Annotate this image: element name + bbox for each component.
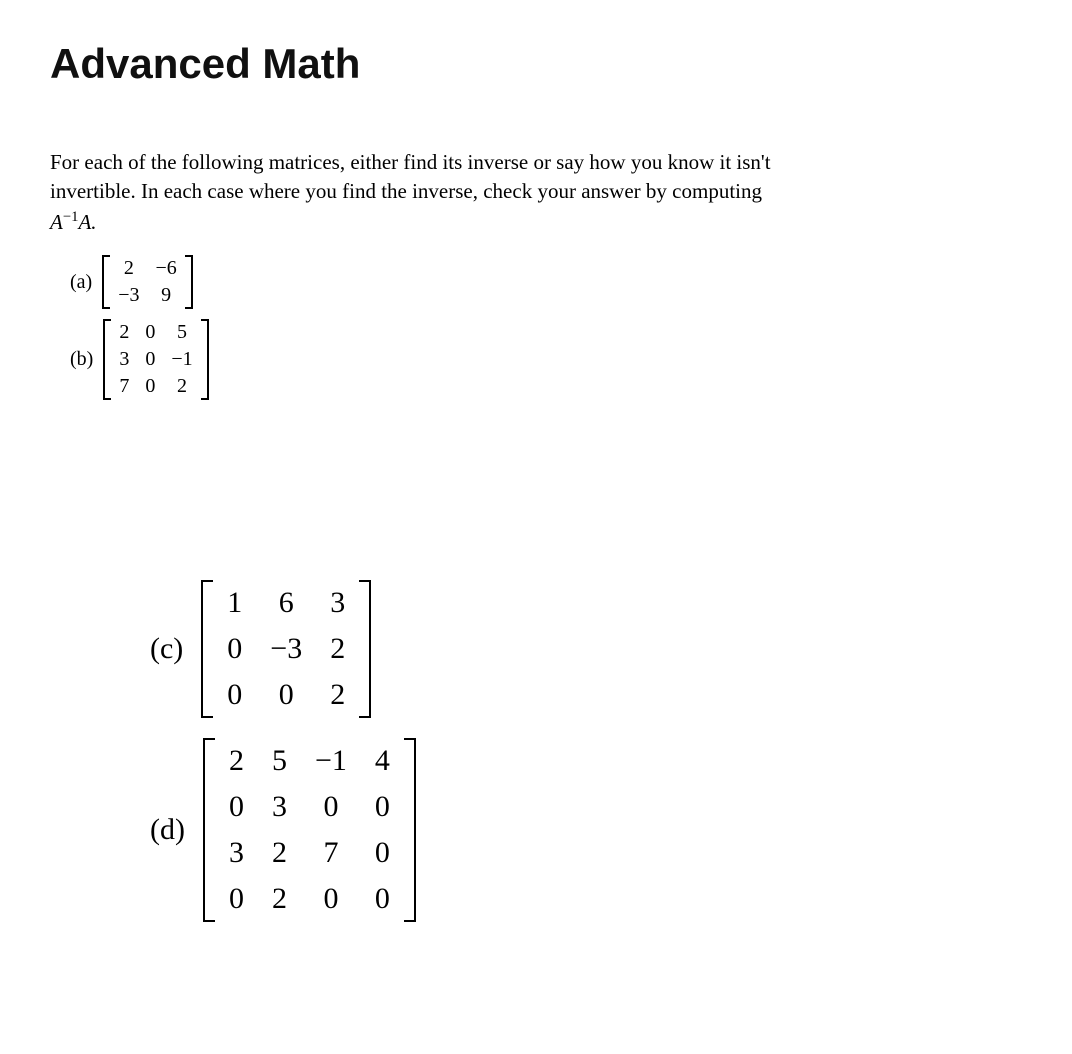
matrix-row: 163 xyxy=(213,580,359,626)
matrix-cell: 2 xyxy=(316,672,359,718)
matrix-row: −39 xyxy=(110,282,185,309)
matrix-cell: 2 xyxy=(258,830,301,876)
matrix-row: 702 xyxy=(111,373,200,400)
matrix-cell: −3 xyxy=(256,626,316,672)
matrix-cell: 7 xyxy=(301,830,361,876)
matrix-body: 20530−1702 xyxy=(111,319,200,400)
matrix-body: 1630−32002 xyxy=(213,580,359,718)
matrix-row: 205 xyxy=(111,319,200,346)
bracket-right xyxy=(404,738,416,922)
part-label: (a) xyxy=(70,271,92,294)
matrix-row: 3270 xyxy=(215,830,404,876)
matrix-cell: 0 xyxy=(361,784,404,830)
problem-expr-A2: A. xyxy=(78,210,96,234)
matrix-cell: 3 xyxy=(258,784,301,830)
matrix-cell: 2 xyxy=(316,626,359,672)
matrix-cell: 5 xyxy=(163,319,200,346)
matrix-row: 0300 xyxy=(215,784,404,830)
matrix-cell: 0 xyxy=(301,876,361,922)
matrix-cell: 0 xyxy=(137,319,163,346)
matrix-cell: 9 xyxy=(147,282,184,309)
matrix-body: 2−6−39 xyxy=(110,255,185,309)
part-row: (a) 2−6−39 xyxy=(70,255,1022,309)
matrix-row: 25−14 xyxy=(215,738,404,784)
problem-line2: invertible. In each case where you find … xyxy=(50,179,762,203)
problem-expr-A1: A xyxy=(50,210,63,234)
problem-expr-exp: −1 xyxy=(63,209,79,225)
matrix-body: 25−14030032700200 xyxy=(215,738,404,922)
part-row: (d)25−14030032700200 xyxy=(150,738,1022,922)
matrix-cell: 3 xyxy=(111,346,137,373)
matrix-cell: 2 xyxy=(258,876,301,922)
matrix-cell: 1 xyxy=(213,580,256,626)
bracket-left xyxy=(201,580,213,718)
page-title: Advanced Math xyxy=(50,40,1022,88)
part-label: (b) xyxy=(70,348,93,371)
matrix-cell: 0 xyxy=(215,876,258,922)
part-label: (c) xyxy=(150,632,183,666)
matrix-cell: 3 xyxy=(316,580,359,626)
matrix-row: 002 xyxy=(213,672,359,718)
matrix-cell: 0 xyxy=(361,876,404,922)
matrix-cell: −3 xyxy=(110,282,147,309)
matrix-cell: −1 xyxy=(163,346,200,373)
problem-line1: For each of the following matrices, eith… xyxy=(50,150,771,174)
matrix-cell: 2 xyxy=(163,373,200,400)
bracket-right xyxy=(359,580,371,718)
matrix-cell: 0 xyxy=(215,784,258,830)
matrix-cell: 0 xyxy=(301,784,361,830)
matrix-cell: 4 xyxy=(361,738,404,784)
matrix-cell: −1 xyxy=(301,738,361,784)
matrix-cell: 6 xyxy=(256,580,316,626)
matrix-cell: 0 xyxy=(256,672,316,718)
matrix-cell: 5 xyxy=(258,738,301,784)
matrix-cell: 0 xyxy=(137,346,163,373)
matrix-cell: −6 xyxy=(147,255,184,282)
problem-statement: For each of the following matrices, eith… xyxy=(50,148,970,237)
matrix-cell: 0 xyxy=(361,830,404,876)
matrix-row: 2−6 xyxy=(110,255,185,282)
part-row: (c)1630−32002 xyxy=(150,580,1022,718)
matrix-row: 30−1 xyxy=(111,346,200,373)
matrix: 20530−1702 xyxy=(103,319,208,400)
matrix-cell: 7 xyxy=(111,373,137,400)
bracket-left xyxy=(102,255,110,309)
part-label: (d) xyxy=(150,813,185,847)
bracket-right xyxy=(201,319,209,400)
matrix-cell: 0 xyxy=(213,672,256,718)
matrix-cell: 2 xyxy=(111,319,137,346)
matrix: 1630−32002 xyxy=(201,580,371,718)
bracket-left xyxy=(103,319,111,400)
part-row: (b)20530−1702 xyxy=(70,319,1022,400)
matrix-cell: 2 xyxy=(110,255,147,282)
matrix-row: 0200 xyxy=(215,876,404,922)
bracket-left xyxy=(203,738,215,922)
matrix-cell: 2 xyxy=(215,738,258,784)
parts-large-container: (c)1630−32002(d)25−14030032700200 xyxy=(150,580,1022,922)
matrix-cell: 0 xyxy=(137,373,163,400)
matrix-cell: 0 xyxy=(213,626,256,672)
matrix: 2−6−39 xyxy=(102,255,193,309)
matrix-row: 0−32 xyxy=(213,626,359,672)
matrix-cell: 3 xyxy=(215,830,258,876)
bracket-right xyxy=(185,255,193,309)
parts-small-container: (a)2−6−39(b)20530−1702 xyxy=(70,255,1022,400)
matrix: 25−14030032700200 xyxy=(203,738,416,922)
